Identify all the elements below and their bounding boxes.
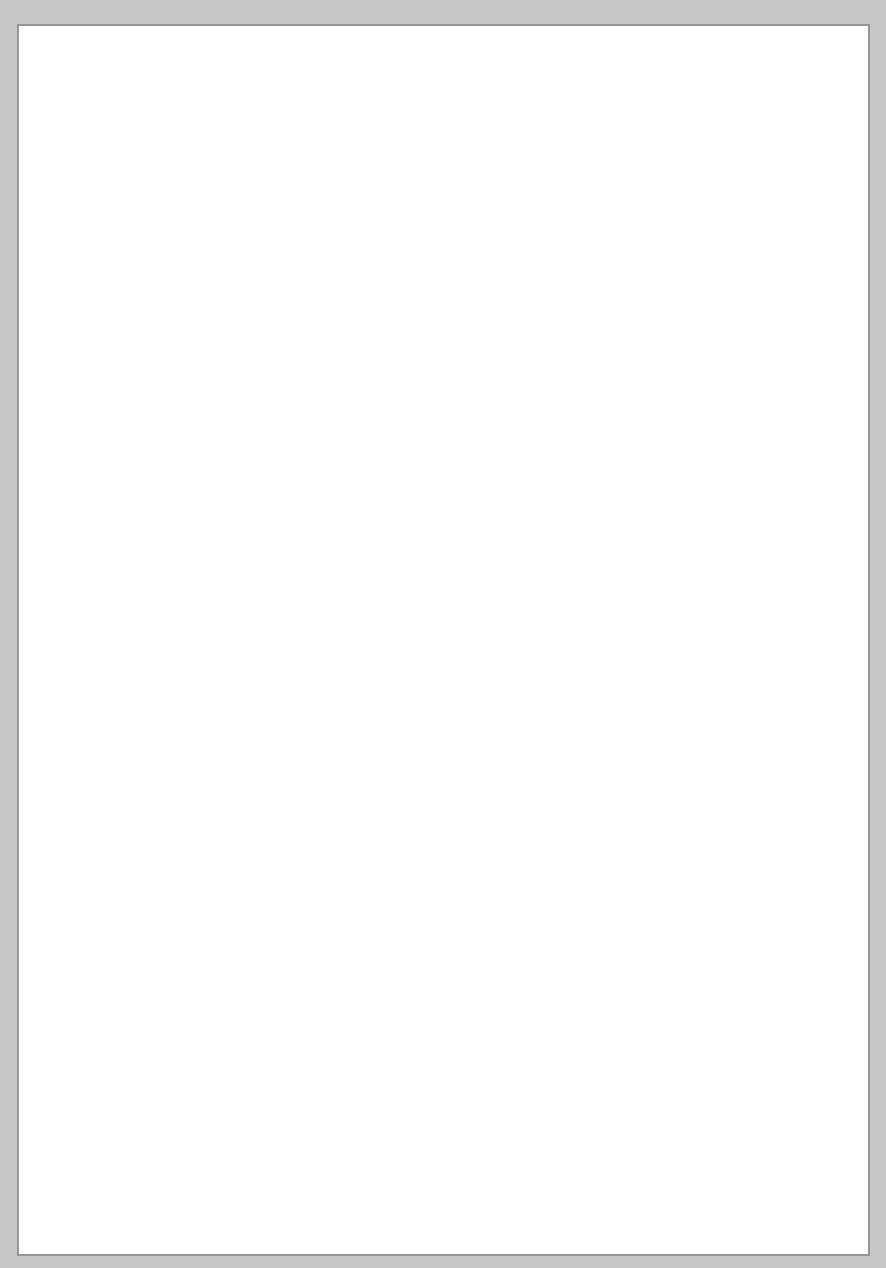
Legend: Padina durvillaei, Ulva lactuca: Padina durvillaei, Ulva lactuca xyxy=(696,914,853,957)
Text: P <0.05: P <0.05 xyxy=(229,971,279,985)
Bar xyxy=(492,1149,563,1230)
Bar xyxy=(402,261,456,360)
Y-axis label: PGRs concentration in aqueous algal extract (ng/g): PGRs concentration in aqueous algal extr… xyxy=(80,908,92,1230)
Text: significantly different: significantly different xyxy=(188,960,321,973)
Text: C): C) xyxy=(43,904,65,923)
Text: P <0.05: P <0.05 xyxy=(556,292,606,304)
Y-axis label: PGRs concentration in aqueous algal extract (ng/g): PGRs concentration in aqueous algal extr… xyxy=(71,38,83,360)
Bar xyxy=(316,721,422,795)
Text: significantly different: significantly different xyxy=(601,545,733,558)
Text: significantly different: significantly different xyxy=(663,1141,796,1154)
Legend: Padina durvillaei, Ulva lactuca: Padina durvillaei, Ulva lactuca xyxy=(696,479,853,522)
Bar xyxy=(222,223,276,360)
Bar xyxy=(212,729,316,795)
Text: P <0.05: P <0.05 xyxy=(704,1148,754,1160)
Y-axis label: PGRs concentration in aqueous algal extract (ng/g): PGRs concentration in aqueous algal extr… xyxy=(75,473,89,795)
Bar xyxy=(348,281,402,360)
Bar xyxy=(254,1035,326,1230)
Bar xyxy=(527,356,581,360)
Legend: Padina durvillaei, Ulva lactuca: Padina durvillaei, Ulva lactuca xyxy=(696,44,853,87)
Text: P <0.05: P <0.05 xyxy=(641,554,692,567)
Bar xyxy=(667,601,772,795)
Bar xyxy=(562,748,667,795)
Text: A): A) xyxy=(43,34,66,53)
Bar xyxy=(657,1212,729,1230)
Bar xyxy=(761,356,814,360)
Bar xyxy=(169,181,222,360)
Bar xyxy=(707,358,761,360)
Text: B): B) xyxy=(43,469,65,488)
Bar xyxy=(729,1216,800,1230)
Text: significantly different: significantly different xyxy=(515,288,648,301)
Bar xyxy=(581,323,635,360)
Bar xyxy=(421,1151,492,1230)
Bar xyxy=(183,1146,254,1230)
